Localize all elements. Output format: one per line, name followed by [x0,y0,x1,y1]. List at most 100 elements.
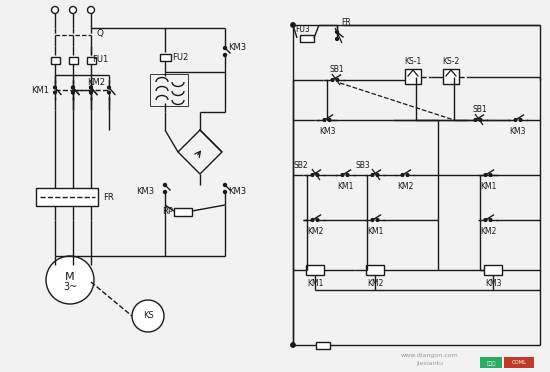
Circle shape [346,174,349,176]
Circle shape [331,78,334,81]
Circle shape [223,190,227,193]
Circle shape [323,119,326,121]
Text: KM1: KM1 [367,227,383,235]
Bar [51,57,59,64]
Circle shape [223,46,227,49]
Circle shape [336,78,339,81]
Circle shape [291,23,295,27]
Text: KM1: KM1 [480,182,496,190]
Circle shape [474,119,477,121]
Circle shape [479,119,482,121]
Text: KM3: KM3 [319,126,336,135]
Circle shape [371,174,374,176]
Circle shape [132,300,164,332]
Text: KM3: KM3 [510,126,526,135]
Circle shape [223,54,227,57]
Text: KS: KS [142,311,153,321]
Circle shape [514,119,517,121]
Bar [480,357,502,368]
Text: KM2: KM2 [307,227,323,235]
Bar [306,265,324,275]
Circle shape [316,219,319,221]
Circle shape [484,174,487,176]
Circle shape [341,174,344,176]
Circle shape [311,174,314,176]
Circle shape [72,86,74,89]
Circle shape [108,86,111,89]
Circle shape [53,86,57,89]
Text: SB3: SB3 [356,160,370,170]
Circle shape [376,174,379,176]
Circle shape [406,174,409,176]
Bar [316,341,330,349]
Bar [366,265,384,275]
Text: KM3: KM3 [136,186,154,196]
Circle shape [376,219,379,221]
Circle shape [489,174,492,176]
Circle shape [336,31,338,33]
Circle shape [223,183,227,186]
Text: KM3: KM3 [228,186,246,196]
Bar [174,208,192,216]
Text: SB2: SB2 [294,160,309,170]
Circle shape [328,119,331,121]
Text: KS-2: KS-2 [442,57,460,65]
Bar [36,188,98,206]
Bar [443,69,459,84]
Circle shape [311,219,314,221]
Text: KM1: KM1 [31,86,49,94]
Text: FU2: FU2 [172,52,188,61]
Text: KS-1: KS-1 [404,57,422,65]
Text: FU1: FU1 [92,55,108,64]
Text: COML: COML [512,360,526,366]
Circle shape [163,183,167,186]
Bar [504,357,534,368]
Circle shape [90,86,92,89]
Bar [150,74,188,106]
Text: Q: Q [96,29,103,38]
Bar [484,265,502,275]
Circle shape [519,119,522,121]
Circle shape [489,219,492,221]
Circle shape [108,91,111,94]
Circle shape [163,190,167,193]
Text: jiexiantu: jiexiantu [416,360,443,366]
Circle shape [316,174,319,176]
Circle shape [90,86,92,89]
Circle shape [72,91,74,94]
Text: KM2: KM2 [397,182,413,190]
Circle shape [401,174,404,176]
Text: 3~: 3~ [63,282,77,292]
Text: M: M [65,272,75,282]
Text: KM2: KM2 [480,227,496,235]
Text: RP: RP [162,206,173,215]
Bar [69,57,78,64]
Text: FU3: FU3 [296,25,310,33]
Circle shape [72,86,74,89]
Text: KM1: KM1 [337,182,353,190]
Circle shape [336,38,338,41]
Text: KM3: KM3 [228,42,246,51]
Circle shape [87,6,95,13]
Circle shape [69,6,76,13]
Text: KM1: KM1 [307,279,323,288]
Circle shape [371,219,374,221]
Bar [300,35,314,42]
Circle shape [291,343,295,347]
Circle shape [46,256,94,304]
Text: KM2: KM2 [367,279,383,288]
Text: 接线图: 接线图 [486,360,496,366]
Circle shape [53,91,57,94]
Circle shape [72,91,74,94]
Bar [160,54,170,61]
Text: www.diangon.com: www.diangon.com [401,353,459,357]
Text: SB1: SB1 [329,64,344,74]
Text: FR: FR [103,192,113,202]
Circle shape [52,6,58,13]
Text: KM3: KM3 [485,279,501,288]
Text: FR: FR [341,17,351,26]
Bar [405,69,421,84]
Text: KM2: KM2 [87,77,105,87]
Circle shape [90,91,92,94]
Circle shape [90,91,92,94]
